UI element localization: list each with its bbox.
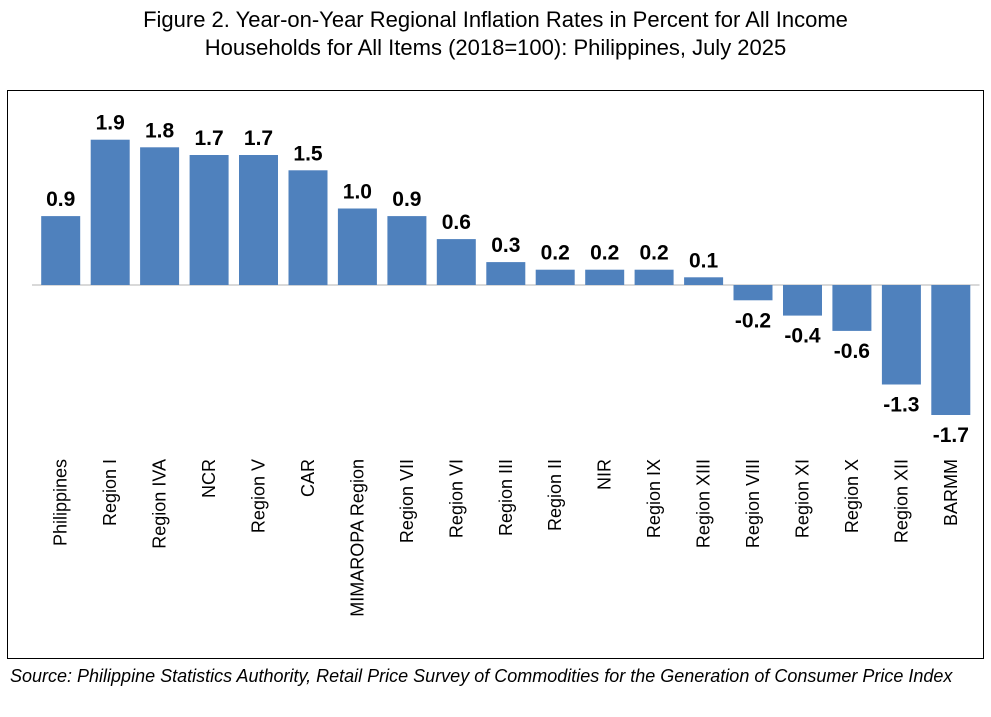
bar-car bbox=[288, 170, 328, 286]
bar-region-viii bbox=[733, 285, 773, 301]
category-label: Region V bbox=[249, 459, 269, 533]
bar-philippines bbox=[41, 216, 81, 285]
category-label: Region XII bbox=[891, 459, 911, 543]
category-label: MIMAROPA Region bbox=[347, 459, 367, 617]
bar-region-xi bbox=[783, 285, 822, 316]
category-label: Region VII bbox=[397, 459, 417, 543]
data-label: 0.9 bbox=[392, 188, 421, 211]
data-label: -0.6 bbox=[834, 340, 870, 363]
data-label: -1.7 bbox=[933, 424, 969, 447]
category-label: NCR bbox=[199, 459, 219, 498]
data-label: -0.4 bbox=[784, 325, 821, 348]
data-label: -0.2 bbox=[735, 309, 771, 332]
data-label: 1.8 bbox=[145, 119, 175, 142]
data-label: 0.9 bbox=[46, 188, 75, 211]
data-label: 1.0 bbox=[343, 181, 372, 204]
chart-frame: 0.9 Philippines 1.9 Region I 1.8 Region IVA 1.… bbox=[7, 90, 984, 659]
category-label: BARMM bbox=[941, 459, 961, 526]
category-label: Region VIII bbox=[743, 459, 763, 548]
bar-region-iii bbox=[486, 262, 526, 285]
category-label: Region I bbox=[100, 459, 120, 526]
data-label: 0.2 bbox=[541, 242, 570, 265]
data-label: 1.9 bbox=[96, 112, 125, 135]
data-label: 0.2 bbox=[590, 242, 619, 265]
category-label: NIR bbox=[595, 459, 615, 490]
bar-region-ii bbox=[535, 269, 575, 285]
bar-mimaropa-region bbox=[337, 208, 377, 285]
bar-region-xii bbox=[881, 285, 921, 385]
category-label: Region XIII bbox=[694, 459, 714, 548]
bar-region-vii bbox=[387, 216, 427, 285]
category-label: Region IVA bbox=[150, 459, 170, 549]
bar-region-i bbox=[90, 139, 130, 285]
category-label: Region X bbox=[842, 459, 862, 533]
data-label: 1.5 bbox=[293, 142, 323, 165]
bar-nir bbox=[585, 269, 625, 285]
chart-title-line-2: Households for All Items (2018=100): Phi… bbox=[204, 35, 787, 60]
bar-region-xiii bbox=[684, 277, 724, 285]
bar-ncr bbox=[189, 155, 229, 285]
bar-region-iva bbox=[140, 147, 180, 285]
bar-region-x bbox=[832, 285, 872, 331]
source-note: Source: Philippine Statistics Authority,… bbox=[10, 666, 953, 686]
data-label: 0.2 bbox=[639, 242, 668, 265]
bar-barmm bbox=[931, 285, 971, 415]
category-label: CAR bbox=[298, 459, 318, 497]
category-label: Philippines bbox=[51, 459, 71, 546]
data-label: 1.7 bbox=[244, 127, 273, 150]
data-label: -1.3 bbox=[883, 393, 919, 416]
category-label: Region III bbox=[496, 459, 516, 536]
data-label: 1.7 bbox=[194, 127, 223, 150]
data-label: 0.3 bbox=[491, 234, 520, 257]
data-label: 0.1 bbox=[689, 249, 719, 272]
category-label: Region VI bbox=[446, 459, 466, 538]
bar-region-v bbox=[239, 155, 278, 285]
category-label: Region II bbox=[545, 459, 565, 531]
chart-title-line-1: Figure 2. Year-on-Year Regional Inflatio… bbox=[143, 7, 848, 32]
category-label: Region XI bbox=[793, 459, 813, 538]
chart-title: Figure 2. Year-on-Year Regional Inflatio… bbox=[0, 6, 991, 62]
category-label: Region IX bbox=[644, 459, 664, 538]
data-label: 0.6 bbox=[442, 211, 471, 234]
bar-chart: 0.9 Philippines 1.9 Region I 1.8 Region IVA 1.… bbox=[32, 112, 980, 617]
bar-region-vi bbox=[436, 239, 476, 285]
bar-region-ix bbox=[634, 269, 674, 285]
